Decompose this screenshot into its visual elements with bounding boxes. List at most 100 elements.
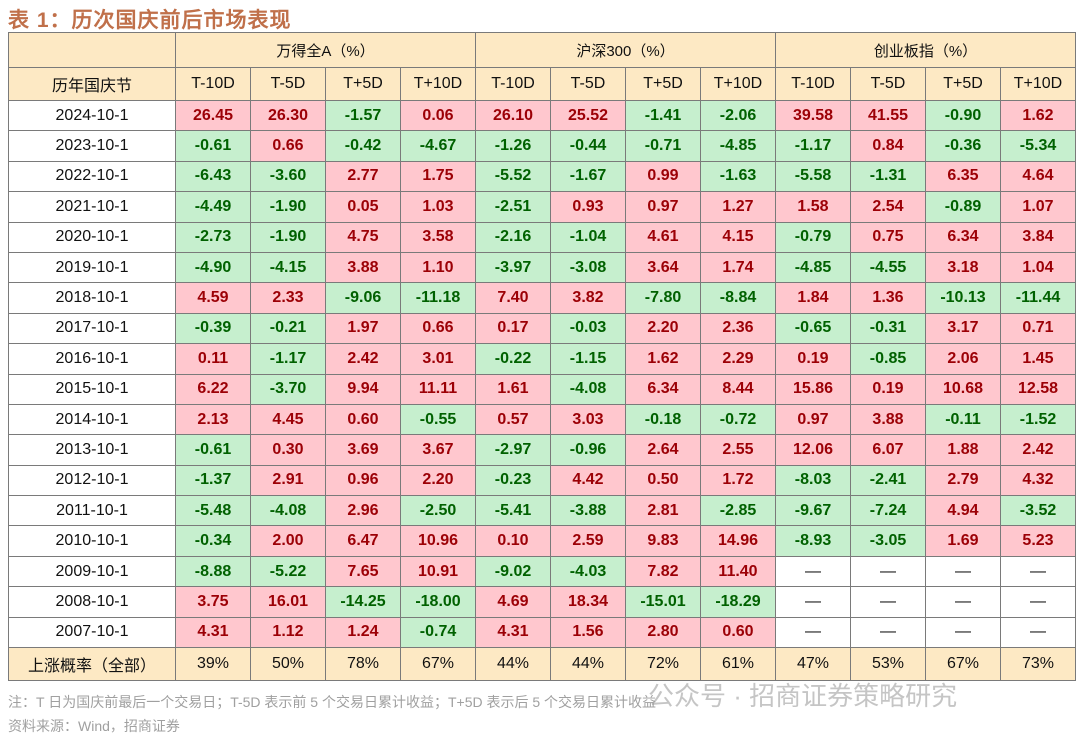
value-cell: -5.22	[250, 555, 326, 588]
value-cell: -0.21	[250, 312, 326, 345]
table-row: 2023-10-1 -0.61 0.66 -0.42 -4.67 -1.26 -0.44 -0…	[8, 130, 1076, 162]
table-row: 2011-10-1 -5.48 -4.08 2.96 -2.50 -5.41 -3.88 2.…	[8, 495, 1076, 527]
sub-header-tplus5d: T+5D	[925, 67, 1001, 101]
value-cell: 4.31	[175, 616, 251, 649]
value-cell: 7.65	[325, 555, 401, 588]
date-cell: 2007-10-1	[8, 616, 176, 649]
value-cell: 2.33	[250, 282, 326, 314]
value-cell: -15.01	[625, 586, 701, 618]
value-cell: 1.24	[325, 616, 401, 649]
value-cell: 2.06	[925, 343, 1001, 375]
value-cell: 11.40	[700, 555, 776, 588]
value-cell: 39.58	[775, 99, 851, 132]
value-cell: 0.75	[850, 221, 926, 253]
value-cell: -5.52	[475, 160, 551, 193]
date-cell: 2018-10-1	[8, 282, 176, 314]
value-cell: -0.65	[775, 312, 851, 345]
value-cell: 4.59	[175, 282, 251, 314]
value-cell: 2.20	[400, 464, 476, 497]
value-cell: 0.19	[775, 343, 851, 375]
row-header-label: 历年国庆节	[8, 67, 176, 101]
value-cell: 4.69	[475, 586, 551, 618]
table-row: 2017-10-1 -0.39 -0.21 1.97 0.66 0.17 -0.03 2.20…	[8, 312, 1076, 345]
value-cell: 14.96	[700, 525, 776, 557]
value-cell: —	[775, 586, 851, 618]
value-cell: -9.67	[775, 495, 851, 527]
value-cell: -4.67	[400, 130, 476, 162]
date-cell: 2019-10-1	[8, 251, 176, 284]
date-cell: 2024-10-1	[8, 99, 176, 132]
value-cell: -1.37	[175, 464, 251, 497]
value-cell: -8.93	[775, 525, 851, 557]
value-cell: 4.15	[700, 221, 776, 253]
value-cell: -0.55	[400, 403, 476, 436]
value-cell: 26.10	[475, 99, 551, 132]
value-cell: -2.51	[475, 191, 551, 223]
table-row: 2013-10-1 -0.61 0.30 3.69 3.67 -2.97 -0.96 2.64…	[8, 434, 1076, 466]
value-cell: 0.11	[175, 343, 251, 375]
table-row: 2007-10-1 4.31 1.12 1.24 -0.74 4.31 1.56 2.80 0.…	[8, 616, 1076, 649]
value-cell: -4.15	[250, 251, 326, 284]
value-cell: 4.45	[250, 403, 326, 436]
value-cell: 6.35	[925, 160, 1001, 193]
value-cell: 9.94	[325, 373, 401, 405]
value-cell: 1.12	[250, 616, 326, 649]
sub-header-tminus5d: T-5D	[850, 67, 926, 101]
value-cell: 6.47	[325, 525, 401, 557]
value-cell: 1.36	[850, 282, 926, 314]
value-cell: -4.55	[850, 251, 926, 284]
value-cell: -0.39	[175, 312, 251, 345]
probability-cell: 67%	[400, 647, 476, 682]
source-note: 资料来源：Wind，招商证券	[8, 718, 180, 734]
date-cell: 2011-10-1	[8, 495, 176, 527]
value-cell: -2.97	[475, 434, 551, 466]
group-chinext: 创业板指（%）	[775, 32, 1076, 68]
value-cell: —	[850, 616, 926, 649]
table-row: 2014-10-1 2.13 4.45 0.60 -0.55 0.57 3.03 -0.18-…	[8, 403, 1076, 436]
date-cell: 2013-10-1	[8, 434, 176, 466]
value-cell: 0.30	[250, 434, 326, 466]
value-cell: 0.66	[400, 312, 476, 345]
group-wind-all-a: 万得全A（%）	[175, 32, 476, 68]
value-cell: 2.29	[700, 343, 776, 375]
value-cell: -1.52	[1000, 403, 1076, 436]
value-cell: -2.41	[850, 464, 926, 497]
rise-probability-row: 上涨概率（全部） 39% 50% 78% 67% 44% 44% 72% 61% 47% 53% 67…	[8, 647, 1076, 682]
value-cell: 1.88	[925, 434, 1001, 466]
value-cell: 18.34	[550, 586, 626, 618]
value-cell: -8.88	[175, 555, 251, 588]
value-cell: -1.41	[625, 99, 701, 132]
value-cell: -3.97	[475, 251, 551, 284]
table-row: 2024-10-1 26.45 26.30 -1.57 0.06 26.10 25.52 -1…	[8, 99, 1076, 132]
value-cell: 5.23	[1000, 525, 1076, 557]
value-cell: -0.03	[550, 312, 626, 345]
value-cell: -0.72	[700, 403, 776, 436]
sub-header-tplus10d: T+10D	[1000, 67, 1076, 101]
value-cell: 41.55	[850, 99, 926, 132]
value-cell: 0.97	[775, 403, 851, 436]
value-cell: -7.24	[850, 495, 926, 527]
value-cell: 0.93	[550, 191, 626, 223]
value-cell: 2.91	[250, 464, 326, 497]
value-cell: 1.03	[400, 191, 476, 223]
value-cell: 6.34	[925, 221, 1001, 253]
rise-probability-label: 上涨概率（全部）	[8, 647, 176, 682]
value-cell: -0.42	[325, 130, 401, 162]
probability-cell: 39%	[175, 647, 251, 682]
value-cell: 1.84	[775, 282, 851, 314]
value-cell: 1.97	[325, 312, 401, 345]
value-cell: -0.96	[550, 434, 626, 466]
value-cell: -0.61	[175, 130, 251, 162]
value-cell: 2.81	[625, 495, 701, 527]
value-cell: 3.58	[400, 221, 476, 253]
value-cell: 6.22	[175, 373, 251, 405]
value-cell: 2.36	[700, 312, 776, 345]
value-cell: -3.52	[1000, 495, 1076, 527]
value-cell: -4.08	[550, 373, 626, 405]
sub-header-tplus10d: T+10D	[400, 67, 476, 101]
table-row: 2009-10-1 -8.88 -5.22 7.65 10.91 -9.02 -4.03 7.…	[8, 555, 1076, 588]
value-cell: -1.04	[550, 221, 626, 253]
table-row: 2015-10-1 6.22 -3.70 9.94 11.11 1.61 -4.08 6.34…	[8, 373, 1076, 405]
value-cell: -4.03	[550, 555, 626, 588]
value-cell: -10.13	[925, 282, 1001, 314]
